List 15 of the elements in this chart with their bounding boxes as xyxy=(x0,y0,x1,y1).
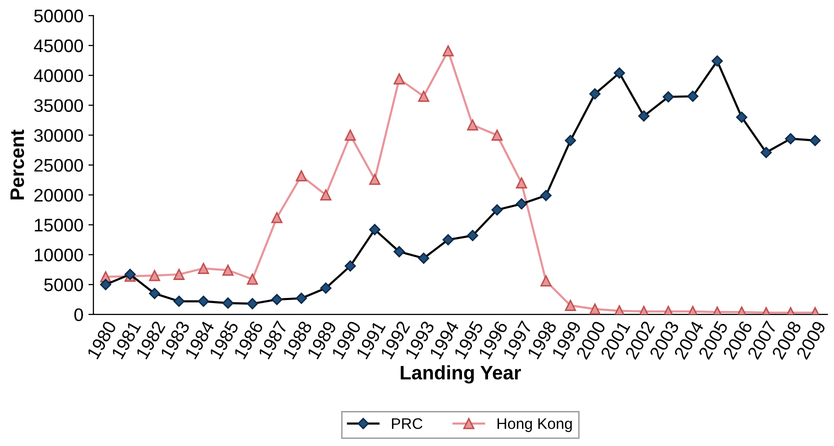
y-tick-label: 50000 xyxy=(34,10,83,22)
y-tick-label: 15000 xyxy=(34,218,83,232)
y-tick-label: 30000 xyxy=(34,129,83,142)
y-tick-label: 20000 xyxy=(34,188,83,202)
legend-label: Hong Kong xyxy=(498,418,572,432)
y-tick-label: 0 xyxy=(74,308,83,322)
y-tick-label: 5000 xyxy=(44,278,83,292)
y-axis-title: Percent xyxy=(10,130,24,200)
y-tick-label: 40000 xyxy=(34,69,83,82)
y-tick-label: 10000 xyxy=(34,248,83,262)
y-tick-label: 45000 xyxy=(34,39,83,52)
x-axis-title: Landing Year xyxy=(400,365,521,384)
y-tick-label: 25000 xyxy=(34,158,83,172)
legend-label: PRC xyxy=(392,418,422,430)
y-tick-label: 35000 xyxy=(34,99,83,112)
